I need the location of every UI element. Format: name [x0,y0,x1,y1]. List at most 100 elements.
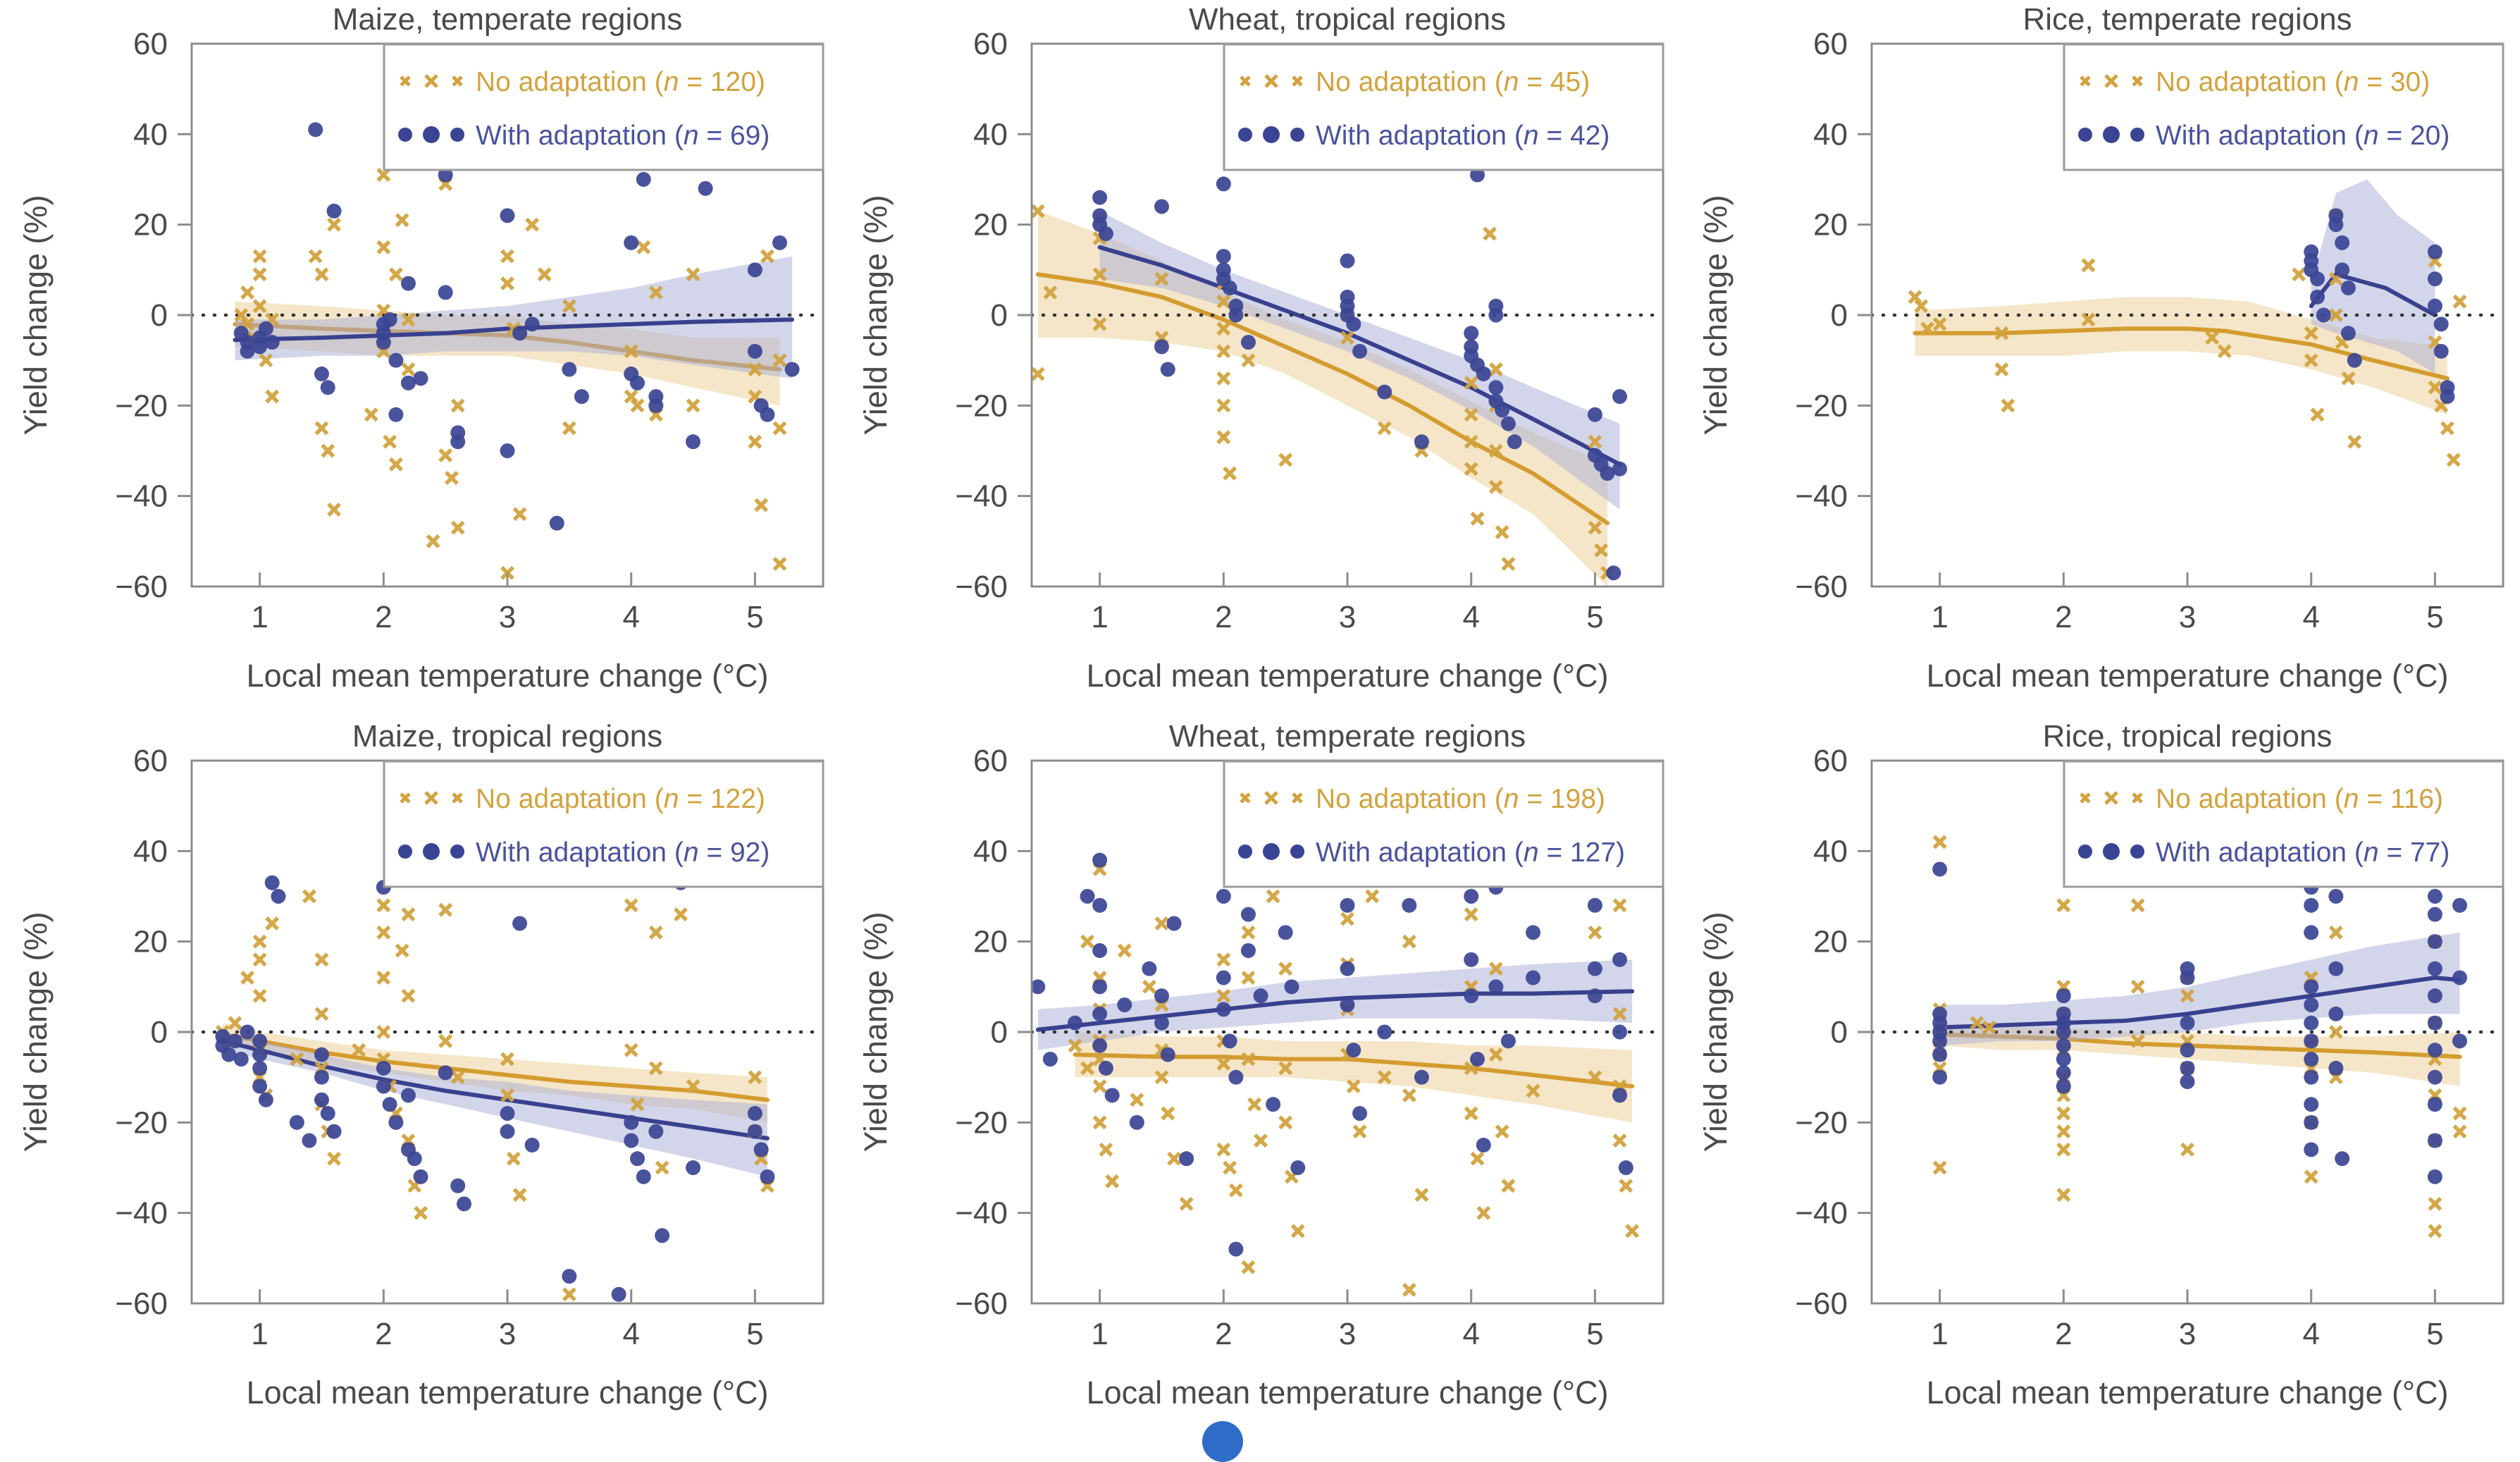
scatter-point [376,1060,391,1076]
panel-plot: 1 2 3 4 5 60 40 20 0 −20 −40 −60 Maize, temperate re… [18,2,824,694]
no-adaptation-marker-icon [400,75,411,87]
scatter-point [772,556,787,571]
scatter-point [388,457,403,472]
scatter-point [314,366,329,381]
trend-line-no_adaptation [220,1032,770,1102]
legend: No adaptation (n = 45)With adaptation (n… [1223,43,1664,171]
scatter-point [401,907,416,922]
scatter-point [320,380,335,395]
legend-label-n: n [1524,121,1539,151]
with-adaptation-marker-icon [423,843,440,860]
scatter-point [1253,988,1268,1004]
legend-label-suffix: = 77) [2379,837,2450,868]
scatter-point [352,1043,366,1057]
with-adaptation-marker-icon [423,126,440,143]
with-adaptation-marker-icon [450,844,464,859]
scatter-point [1495,525,1509,539]
panel-plot: 1 2 3 4 5 60 40 20 0 −20 −40 −60 Rice, temperate reg… [1698,2,2504,694]
legend: No adaptation (n = 116)With adaptation (… [2063,760,2504,888]
scatter-point [2304,1033,2319,1049]
scatter-point [364,407,378,422]
scatter-point [1216,889,1231,904]
scatter-point [1488,962,1503,976]
y-tick-label: 40 [973,834,1008,868]
scatter-point [1160,362,1175,377]
scatter-point [753,1142,769,1157]
scatter-point [308,249,323,264]
x-tick-label: 2 [375,600,392,634]
x-axis-label: Local mean temperature change (°C) [247,1375,769,1411]
scatter-point [1488,443,1503,458]
scatter-point [1142,961,1157,976]
scatter-point [1216,430,1231,445]
scatter-point [1612,389,1628,404]
scatter-point [400,276,416,291]
x-tick-label: 3 [1339,1317,1356,1351]
scatter-point [1222,281,1237,295]
scatter-point [1476,1205,1491,1220]
scatter-point [524,317,540,332]
scatter-point [1994,362,2009,376]
legend-label-with_adaptation: With adaptation (n = 42) [1316,121,1610,151]
scatter-point [1587,407,1602,422]
scatter-point [438,902,453,917]
scatter-point [1104,1088,1120,1103]
scatter-point [1241,925,1256,940]
scatter-point [2335,1151,2350,1167]
scatter-with_adaptation [215,875,775,1302]
scatter-point [549,515,564,531]
y-tick-label: −20 [115,1105,168,1140]
x-tick-label: 1 [1091,1317,1108,1351]
scatter-point [2328,1006,2344,1021]
y-tick-label: 40 [1813,834,1848,868]
scatter-point [1932,317,1947,331]
scatter-point [1469,1052,1485,1067]
scatter-point [1129,1114,1144,1130]
scatter-point [2081,258,2096,273]
scatter-point [1216,952,1231,967]
legend-box [2063,43,2504,171]
scatter-point [1216,294,1231,309]
scatter-point [2304,1142,2319,1157]
scatter-point [1067,1015,1082,1031]
scatter-no_adaptation [234,168,787,580]
scatter-point [252,1033,268,1049]
scatter-point [772,353,787,368]
scatter-point [2309,271,2325,287]
scatter-point [636,1169,651,1184]
legend-label-prefix: With adaptation ( [1316,121,1524,151]
scatter-point [1092,943,1108,958]
scatter-point [562,362,577,377]
scatter-point [376,168,391,183]
scatter-point [1612,1134,1627,1148]
x-axis-label: Local mean temperature change (°C) [1927,1375,2449,1411]
scatter-point [376,335,391,350]
scatter-point [1340,897,1355,913]
scatter-point [1117,943,1132,958]
scatter-point [1402,1088,1416,1102]
scatter-point [2130,1033,2145,1048]
y-tick-label: −20 [1795,388,1848,423]
scatter-point [1920,321,1935,336]
scatter-point [228,1016,242,1031]
scatter-point [630,398,645,413]
x-tick-label: 3 [1339,600,1356,634]
scatter-point [1254,1134,1268,1148]
scatter-point [2180,1043,2195,1058]
y-tick-label: 0 [991,1015,1008,1050]
scatter-point [500,1088,514,1102]
scatter-point [500,1106,515,1121]
scatter-point [382,312,397,327]
scatter-point [630,1097,645,1112]
scatter-point [562,299,576,314]
scatter-point [500,276,514,291]
x-tick-label: 1 [1091,600,1108,634]
scatter-point [1932,861,1948,877]
scatter-point [624,235,639,250]
plot-area [192,122,823,580]
scatter-point [401,312,416,327]
with-adaptation-marker-icon [1290,844,1304,859]
scatter-point [2056,1024,2071,1040]
scatter-point [314,952,329,967]
